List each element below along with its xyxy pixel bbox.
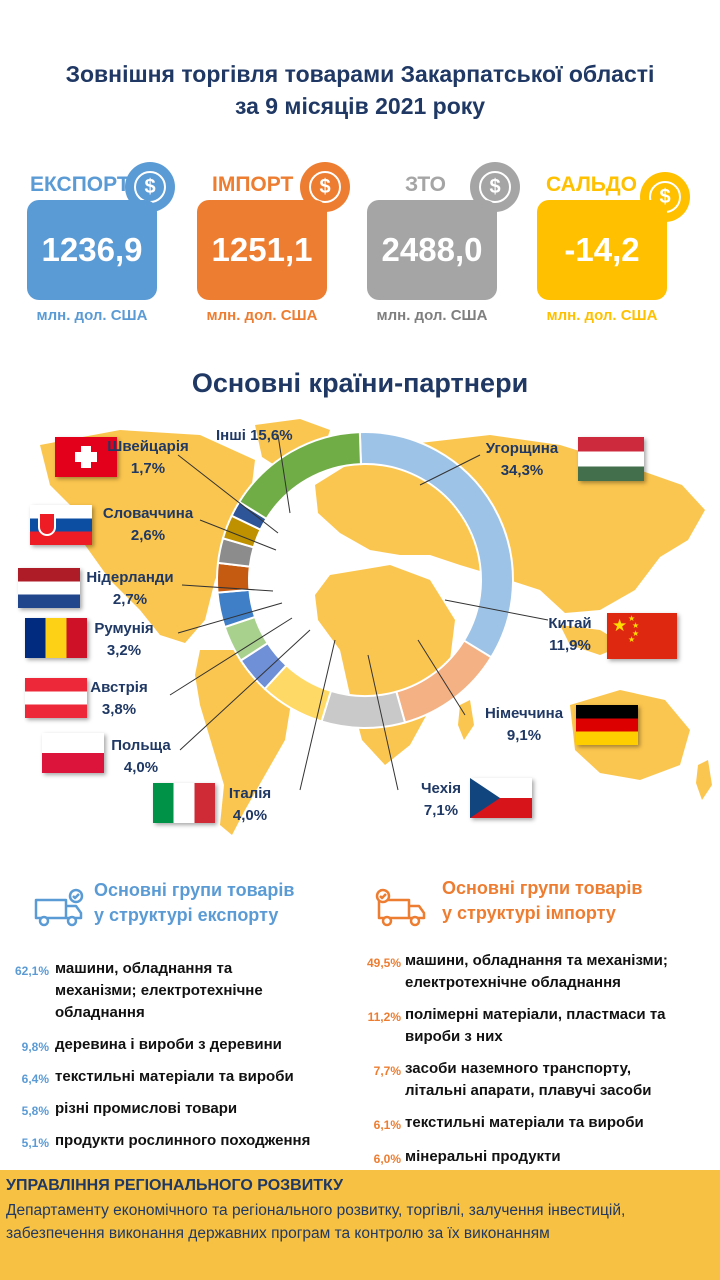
- turnover-label: ЗТО: [405, 173, 446, 196]
- label-austria: Австрія 3,8%: [90, 679, 148, 718]
- import-goods-list: 49,5% машини, обладнання та механізми; е…: [355, 950, 717, 1170]
- label-switzerland: Швейцарія 1,7%: [107, 438, 189, 477]
- hungary-flag-icon: [578, 437, 644, 481]
- label-italy: Італія 4,0%: [228, 785, 272, 824]
- turnover-value: 2488,0: [367, 200, 497, 300]
- label-china: Китай 11,9%: [548, 615, 592, 654]
- list-item: 62,1% машини, обладнання та механізми; е…: [14, 960, 263, 1021]
- list-item: 6,4% текстильні матеріали та вироби: [21, 1068, 294, 1086]
- slovakia-flag-icon: [30, 505, 92, 545]
- netherlands-flag-icon: [18, 568, 80, 608]
- import-label: ІМПОРТ: [212, 173, 294, 196]
- list-item: 5,8% різні промислові товари: [21, 1100, 238, 1118]
- export-label: ЕКСПОРТ: [30, 173, 130, 196]
- truck-icon: [34, 888, 84, 927]
- truck-icon: [375, 888, 426, 927]
- list-item: 9,8% деревина і вироби з деревини: [21, 1036, 282, 1054]
- switzerland-flag-icon: [55, 437, 117, 477]
- list-item: 11,2% полімерні матеріали, пластмаси та …: [367, 1006, 666, 1045]
- label-netherlands: Нідерланди 2,7%: [86, 569, 174, 608]
- import-unit: млн. дол. США: [206, 307, 318, 324]
- partners-title: Основні країни-партнери: [191, 368, 529, 398]
- germany-flag-icon: [576, 705, 638, 745]
- import-value: 1251,1: [197, 200, 327, 300]
- footer-heading: УПРАВЛІННЯ РЕГІОНАЛЬНОГО РОЗВИТКУ: [6, 1177, 344, 1194]
- list-item: 5,1% продукти рослинного походження: [21, 1132, 311, 1150]
- label-slovakia: Словаччина 2,6%: [102, 505, 194, 544]
- export-goods-title: Основні групи товарів у структурі експорт…: [94, 880, 295, 925]
- label-czechia: Чехія 7,1%: [421, 780, 461, 819]
- romania-flag-icon: [25, 618, 87, 658]
- page-subtitle: за 9 місяців 2021 року: [234, 93, 486, 119]
- leader-lines: [169, 434, 549, 791]
- label-germany: Німеччина 9,1%: [484, 705, 564, 744]
- donut-chart: [216, 431, 514, 729]
- list-item: 6,1% текстильні матеріали та вироби: [373, 1114, 644, 1132]
- footer-text: Департаменту економічного та регіонально…: [6, 1202, 626, 1242]
- label-hungary: Угорщина 34,3%: [485, 440, 559, 479]
- export-unit: млн. дол. США: [36, 307, 148, 324]
- italy-flag-icon: [153, 783, 215, 823]
- import-goods-title: Основні групи товарів у структурі імпорту: [442, 878, 643, 923]
- donut-slice-2: [320, 689, 407, 729]
- label-poland: Польща 4,0%: [111, 737, 171, 776]
- footer: [0, 1170, 720, 1280]
- label-romania: Румунія 3,2%: [94, 620, 154, 659]
- list-item: 6,0% мінеральні продукти: [373, 1148, 561, 1166]
- poland-flag-icon: [42, 733, 104, 773]
- czechia-flag-icon: [470, 778, 532, 818]
- china-flag-icon: ★ ★ ★ ★ ★: [607, 613, 677, 659]
- turnover-unit: млн. дол. США: [376, 307, 488, 324]
- export-value: 1236,9: [27, 200, 157, 300]
- label-others: Інші 15,6%: [216, 427, 293, 444]
- list-item: 49,5% машини, обладнання та механізми; е…: [366, 952, 668, 991]
- balance-value: -14,2: [537, 200, 667, 300]
- export-goods-list: 62,1% машини, обладнання та механізми; е…: [5, 958, 345, 1154]
- balance-unit: млн. дол. США: [546, 307, 658, 324]
- balance-label: САЛЬДО: [546, 173, 637, 196]
- list-item: 7,7% засоби наземного транспорту, літаль…: [373, 1060, 652, 1099]
- austria-flag-icon: [25, 678, 87, 718]
- page-title: Зовнішня торгівля товарами Закарпатської…: [65, 61, 655, 87]
